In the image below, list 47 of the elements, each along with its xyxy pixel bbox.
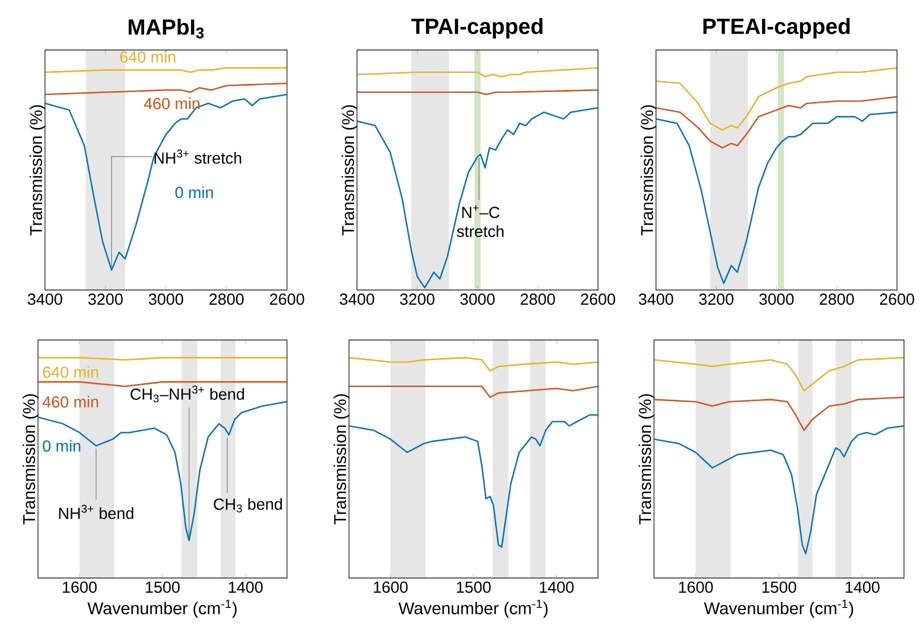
annotation: CH$_{3}$–NH$^{3+}$ bend: [130, 386, 244, 402]
y-axis-title: Transmission (%): [334, 394, 350, 524]
x-tick-label: 2600: [880, 294, 914, 305]
annotation: CH$_{3}$ bend: [214, 498, 282, 512]
x-axis-title: Wavenumber (cm$^{-1}$): [398, 600, 548, 618]
chart-title: MAPbI$_{3}$: [128, 18, 204, 38]
x-axis-title: Wavenumber (cm$^{-1}$): [704, 600, 854, 618]
annotation: N$^{+}$–C stretch: [456, 205, 504, 238]
x-tick-label: 1400: [846, 582, 880, 593]
x-tick-label: 3400: [28, 294, 62, 305]
x-tick-label: 1600: [62, 582, 97, 593]
chart-title: TPAI-capped: [411, 18, 542, 38]
x-tick-label: 3200: [400, 294, 434, 305]
series-label: 0 min: [175, 186, 213, 198]
x-tick-label: 1400: [540, 582, 574, 593]
x-tick-label: 3200: [88, 294, 123, 305]
chart-title: PTEAI-capped: [703, 18, 850, 38]
series-label: 0 min: [42, 440, 80, 452]
annotation: NH$^{3+}$ stretch: [154, 150, 242, 164]
x-tick-label: 3400: [638, 294, 674, 305]
y-axis-title: Transmission (%): [22, 394, 38, 524]
x-tick-label: 2600: [270, 294, 304, 305]
y-axis-title: Transmission (%): [640, 105, 656, 236]
x-tick-label: 2600: [580, 294, 616, 305]
x-tick-label: 3000: [759, 294, 794, 305]
y-axis-title: Transmission (%): [638, 394, 654, 524]
x-tick-label: 3400: [340, 294, 374, 305]
annotation: NH$^{3+}$ bend: [59, 504, 134, 520]
y-axis-title: Transmission (%): [30, 105, 46, 236]
x-tick-label: 2800: [520, 294, 555, 305]
x-tick-label: 3000: [148, 294, 184, 305]
series-label: 460 min: [42, 396, 98, 408]
x-tick-label: 2800: [210, 294, 244, 305]
series-label: 640 min: [43, 366, 98, 378]
x-tick-label: 1400: [228, 582, 263, 593]
x-tick-label: 1500: [146, 582, 180, 593]
x-tick-label: 3200: [699, 294, 734, 305]
y-axis-title: Transmission (%): [342, 105, 358, 236]
x-axis-title: Wavenumber (cm$^{-1}$): [87, 600, 237, 618]
x-tick-label: 1500: [456, 582, 491, 593]
x-tick-label: 1600: [679, 582, 713, 593]
x-tick-label: 2800: [820, 294, 854, 305]
series-label: 460 min: [144, 97, 200, 110]
x-tick-label: 1600: [374, 582, 408, 593]
x-tick-label: 3000: [460, 294, 495, 305]
series-label: 640 min: [120, 50, 176, 63]
x-tick-label: 1500: [762, 582, 796, 593]
